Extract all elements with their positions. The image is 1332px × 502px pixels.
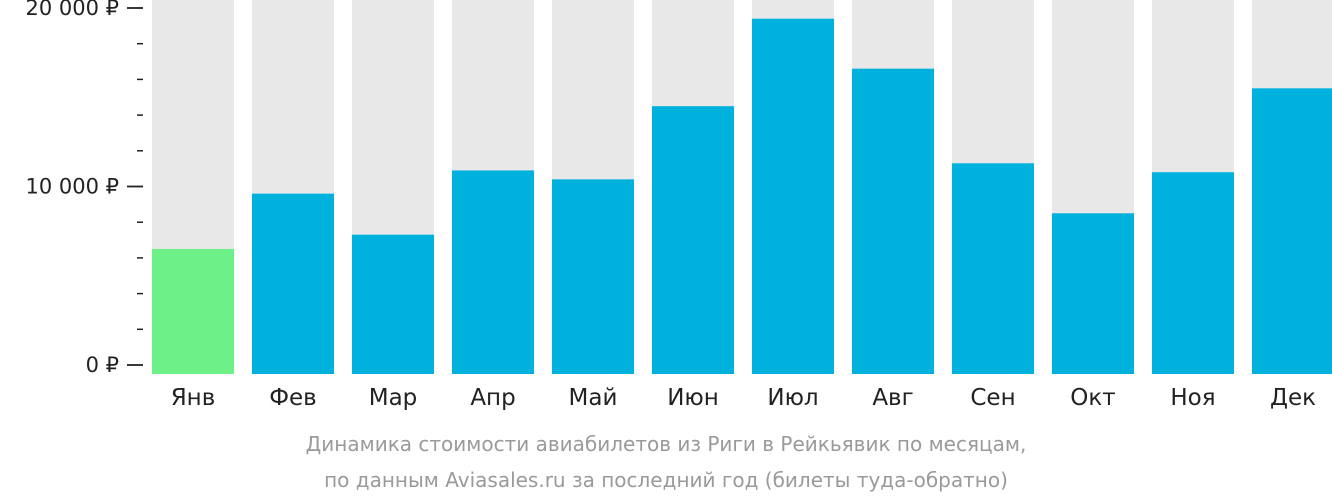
- value-bars: [152, 18, 1332, 375]
- caption-line-2: по данным Aviasales.ru за последний год …: [324, 468, 1008, 492]
- x-tick-label: Ноя: [1170, 385, 1215, 411]
- x-tick-label: Янв: [171, 385, 216, 411]
- bar: [252, 193, 334, 374]
- bar: [752, 18, 834, 375]
- y-tick-label: 20 000 ₽: [25, 0, 119, 20]
- x-tick-label: Май: [569, 385, 618, 411]
- x-tick-label: Мар: [369, 385, 418, 411]
- bar: [1052, 213, 1134, 374]
- x-tick-label: Июл: [767, 385, 818, 411]
- x-tick-label: Фев: [269, 385, 317, 411]
- x-tick-label: Окт: [1070, 385, 1115, 411]
- x-axis: Янв Фев Мар Апр Май Июн Июл Авг Сен Окт Ноя Дек: [171, 385, 1316, 411]
- bar: [452, 170, 534, 374]
- bar: [1252, 88, 1332, 374]
- x-tick-label: Авг: [872, 385, 913, 411]
- y-axis: 0 ₽ 10 000 ₽ 20 000 ₽: [25, 0, 143, 377]
- x-tick-label: Дек: [1270, 385, 1316, 411]
- y-tick-label: 10 000 ₽: [25, 175, 119, 199]
- y-tick-label: 0 ₽: [86, 353, 119, 377]
- bar: [1152, 172, 1234, 374]
- bar: [352, 234, 434, 374]
- caption-line-1: Динамика стоимости авиабилетов из Риги в…: [305, 432, 1027, 456]
- bar: [552, 179, 634, 374]
- x-tick-label: Сен: [970, 385, 1015, 411]
- bar: [852, 68, 934, 374]
- x-tick-label: Июн: [667, 385, 719, 411]
- x-tick-label: Апр: [470, 385, 515, 411]
- bar: [652, 106, 734, 375]
- bar: [152, 248, 234, 374]
- bar: [952, 163, 1034, 374]
